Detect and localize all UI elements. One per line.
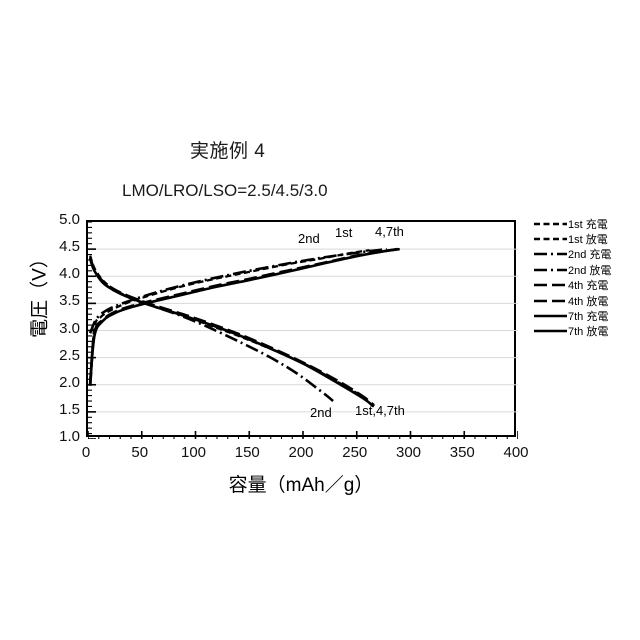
y-tick-label: 3.0 xyxy=(38,320,80,337)
legend-2nd-discharge[interactable]: 2nd 放電 xyxy=(534,262,638,277)
legend-item-label: 4th 放電 xyxy=(568,293,608,309)
x-tick-label: 0 xyxy=(63,444,109,461)
series-line-1 xyxy=(90,250,370,382)
x-tick-label: 300 xyxy=(386,444,432,461)
x-tick-label: 150 xyxy=(224,444,270,461)
y-tick-label: 5.0 xyxy=(38,211,80,228)
legend-item-label: 1st 充電 xyxy=(568,216,608,232)
legend-line-sample xyxy=(534,264,567,276)
legend-7th-charge[interactable]: 7th 充電 xyxy=(534,308,638,323)
x-axis-label: 容量（mAh／g） xyxy=(86,470,516,497)
x-tick-label: 50 xyxy=(117,444,163,461)
x-tick-label: 400 xyxy=(493,444,539,461)
composition-subtitle: LMO/LRO/LSO=2.5/4.5/3.0 xyxy=(122,181,328,201)
legend-1st-discharge[interactable]: 1st 放電 xyxy=(534,231,638,246)
y-tick-label: 3.5 xyxy=(38,292,80,309)
y-tick-label: 4.5 xyxy=(38,238,80,255)
chart-canvas xyxy=(88,222,518,439)
series-line-8 xyxy=(90,258,374,406)
legend-item-label: 4th 充電 xyxy=(568,277,608,293)
legend-line-sample xyxy=(534,233,567,245)
data-series-group xyxy=(90,249,400,406)
legend: 1st 充電1st 放電2nd 充電2nd 放電4th 充電4th 放電7th … xyxy=(534,216,638,339)
y-tick-label: 2.5 xyxy=(38,347,80,364)
y-tick-label: 2.0 xyxy=(38,374,80,391)
annot-1st-charge: 1st xyxy=(335,225,352,240)
legend-line-sample xyxy=(534,248,567,260)
annot-47th-charge: 4,7th xyxy=(375,224,404,239)
page-title: 実施例 4 xyxy=(190,136,265,163)
x-tick-label: 350 xyxy=(439,444,485,461)
legend-item-label: 2nd 充電 xyxy=(568,246,611,262)
legend-item-label: 1st 放電 xyxy=(568,231,608,247)
x-tick-label: 250 xyxy=(332,444,378,461)
legend-item-label: 7th 充電 xyxy=(568,308,608,324)
figure-root: 実施例 4 LMO/LRO/LSO=2.5/4.5/3.0 電圧（V） 容量（m… xyxy=(0,0,640,640)
annot-2nd-charge: 2nd xyxy=(298,231,320,246)
legend-7th-discharge[interactable]: 7th 放電 xyxy=(534,324,638,339)
y-tick-label: 4.0 xyxy=(38,265,80,282)
legend-line-sample xyxy=(534,310,567,322)
plot-area xyxy=(86,220,516,437)
legend-line-sample xyxy=(534,295,567,307)
annot-1st47th-discharge: 1st,4,7th xyxy=(355,403,405,418)
x-tick-label: 200 xyxy=(278,444,324,461)
legend-4th-charge[interactable]: 4th 充電 xyxy=(534,278,638,293)
y-tick-label: 1.0 xyxy=(38,428,80,445)
legend-1st-charge[interactable]: 1st 充電 xyxy=(534,216,638,231)
annot-2nd-discharge: 2nd xyxy=(310,405,332,420)
legend-line-sample xyxy=(534,325,567,337)
legend-item-label: 7th 放電 xyxy=(568,323,608,339)
series-line-5 xyxy=(90,249,397,385)
y-tick-label: 1.5 xyxy=(38,401,80,418)
legend-4th-discharge[interactable]: 4th 放電 xyxy=(534,293,638,308)
series-line-3 xyxy=(90,249,387,333)
legend-2nd-charge[interactable]: 2nd 充電 xyxy=(534,247,638,262)
gridlines xyxy=(88,249,518,412)
legend-line-sample xyxy=(534,218,567,230)
series-line-7 xyxy=(90,249,400,386)
x-tick-label: 100 xyxy=(171,444,217,461)
legend-item-label: 2nd 放電 xyxy=(568,262,611,278)
legend-line-sample xyxy=(534,279,567,291)
